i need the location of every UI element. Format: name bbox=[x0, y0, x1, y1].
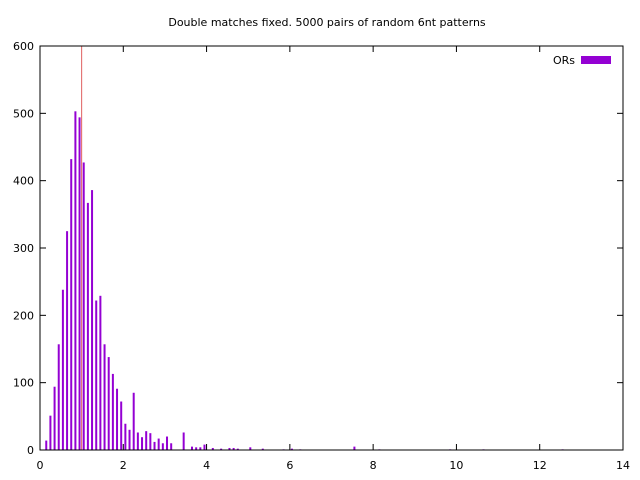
histogram-bar bbox=[82, 162, 85, 451]
x-tick-label: 0 bbox=[37, 459, 44, 472]
histogram-bar bbox=[199, 447, 202, 450]
histogram-bar bbox=[49, 415, 52, 450]
histogram-bar bbox=[86, 202, 89, 450]
plot-frame bbox=[39, 45, 624, 451]
histogram-bar bbox=[182, 432, 185, 450]
histogram-bar bbox=[170, 443, 173, 450]
histogram-bar bbox=[166, 436, 169, 450]
histogram-bar bbox=[99, 295, 102, 450]
y-tick-label: 500 bbox=[13, 107, 34, 120]
histogram-bar bbox=[203, 444, 206, 450]
x-tick-label: 4 bbox=[203, 459, 210, 472]
legend-swatch-ors bbox=[581, 56, 611, 64]
histogram-bar bbox=[145, 431, 148, 450]
histogram-bar bbox=[220, 448, 223, 450]
histogram-bar bbox=[141, 437, 144, 450]
histogram-bar bbox=[290, 448, 293, 450]
x-tick-label: 8 bbox=[370, 459, 377, 472]
histogram-bar bbox=[91, 190, 94, 450]
histogram-bar bbox=[45, 440, 48, 450]
histogram-bar bbox=[128, 429, 131, 450]
y-tick-label: 100 bbox=[13, 377, 34, 390]
histogram-bar bbox=[66, 231, 69, 450]
y-tick-label: 400 bbox=[13, 175, 34, 188]
histogram-bar bbox=[211, 447, 214, 450]
histogram-bar bbox=[57, 344, 60, 450]
histogram-bar bbox=[132, 392, 135, 450]
ticks-layer: 0 2 4 6 8 10 12 14 0 100 200 300 400 500 600 bbox=[13, 40, 630, 472]
histogram-bar bbox=[353, 446, 356, 450]
histogram-bar bbox=[120, 401, 123, 450]
y-tick-label: 0 bbox=[27, 444, 34, 457]
histogram-bar bbox=[53, 386, 56, 450]
histogram-bar bbox=[157, 438, 160, 450]
x-tick-label: 12 bbox=[533, 459, 547, 472]
histogram-bar bbox=[195, 447, 198, 450]
histogram-bar bbox=[149, 433, 152, 450]
x-tick-label: 10 bbox=[449, 459, 463, 472]
bars-layer bbox=[45, 111, 564, 451]
histogram-bar bbox=[161, 443, 164, 450]
x-tick-label: 2 bbox=[120, 459, 127, 472]
histogram-bar bbox=[74, 111, 77, 450]
chart-title: Double matches fixed. 5000 pairs of rand… bbox=[168, 16, 486, 29]
histogram-bar bbox=[103, 344, 106, 450]
histogram-bar bbox=[232, 447, 235, 450]
histogram-bar bbox=[116, 388, 119, 450]
x-tick-label: 6 bbox=[286, 459, 293, 472]
y-tick-label: 600 bbox=[13, 40, 34, 53]
histogram-bar bbox=[191, 446, 193, 450]
histogram-bar bbox=[124, 423, 127, 450]
histogram-bar bbox=[95, 300, 98, 450]
histogram-bar bbox=[61, 289, 64, 450]
histogram-bar bbox=[236, 448, 239, 450]
legend: ORs bbox=[553, 54, 611, 67]
histogram-bar bbox=[228, 447, 231, 450]
histogram-bar bbox=[78, 117, 81, 451]
histogram-bar bbox=[136, 432, 139, 450]
x-tick-label: 14 bbox=[616, 459, 630, 472]
histogram-bar bbox=[107, 357, 110, 450]
histogram-bar bbox=[70, 159, 73, 450]
histogram-bar bbox=[153, 441, 156, 450]
y-tick-label: 200 bbox=[13, 309, 34, 322]
legend-label-ors: ORs bbox=[553, 54, 575, 67]
histogram-bar bbox=[111, 373, 114, 450]
histogram-bar bbox=[249, 447, 252, 450]
y-tick-label: 300 bbox=[13, 242, 34, 255]
histogram-bar bbox=[261, 448, 264, 450]
